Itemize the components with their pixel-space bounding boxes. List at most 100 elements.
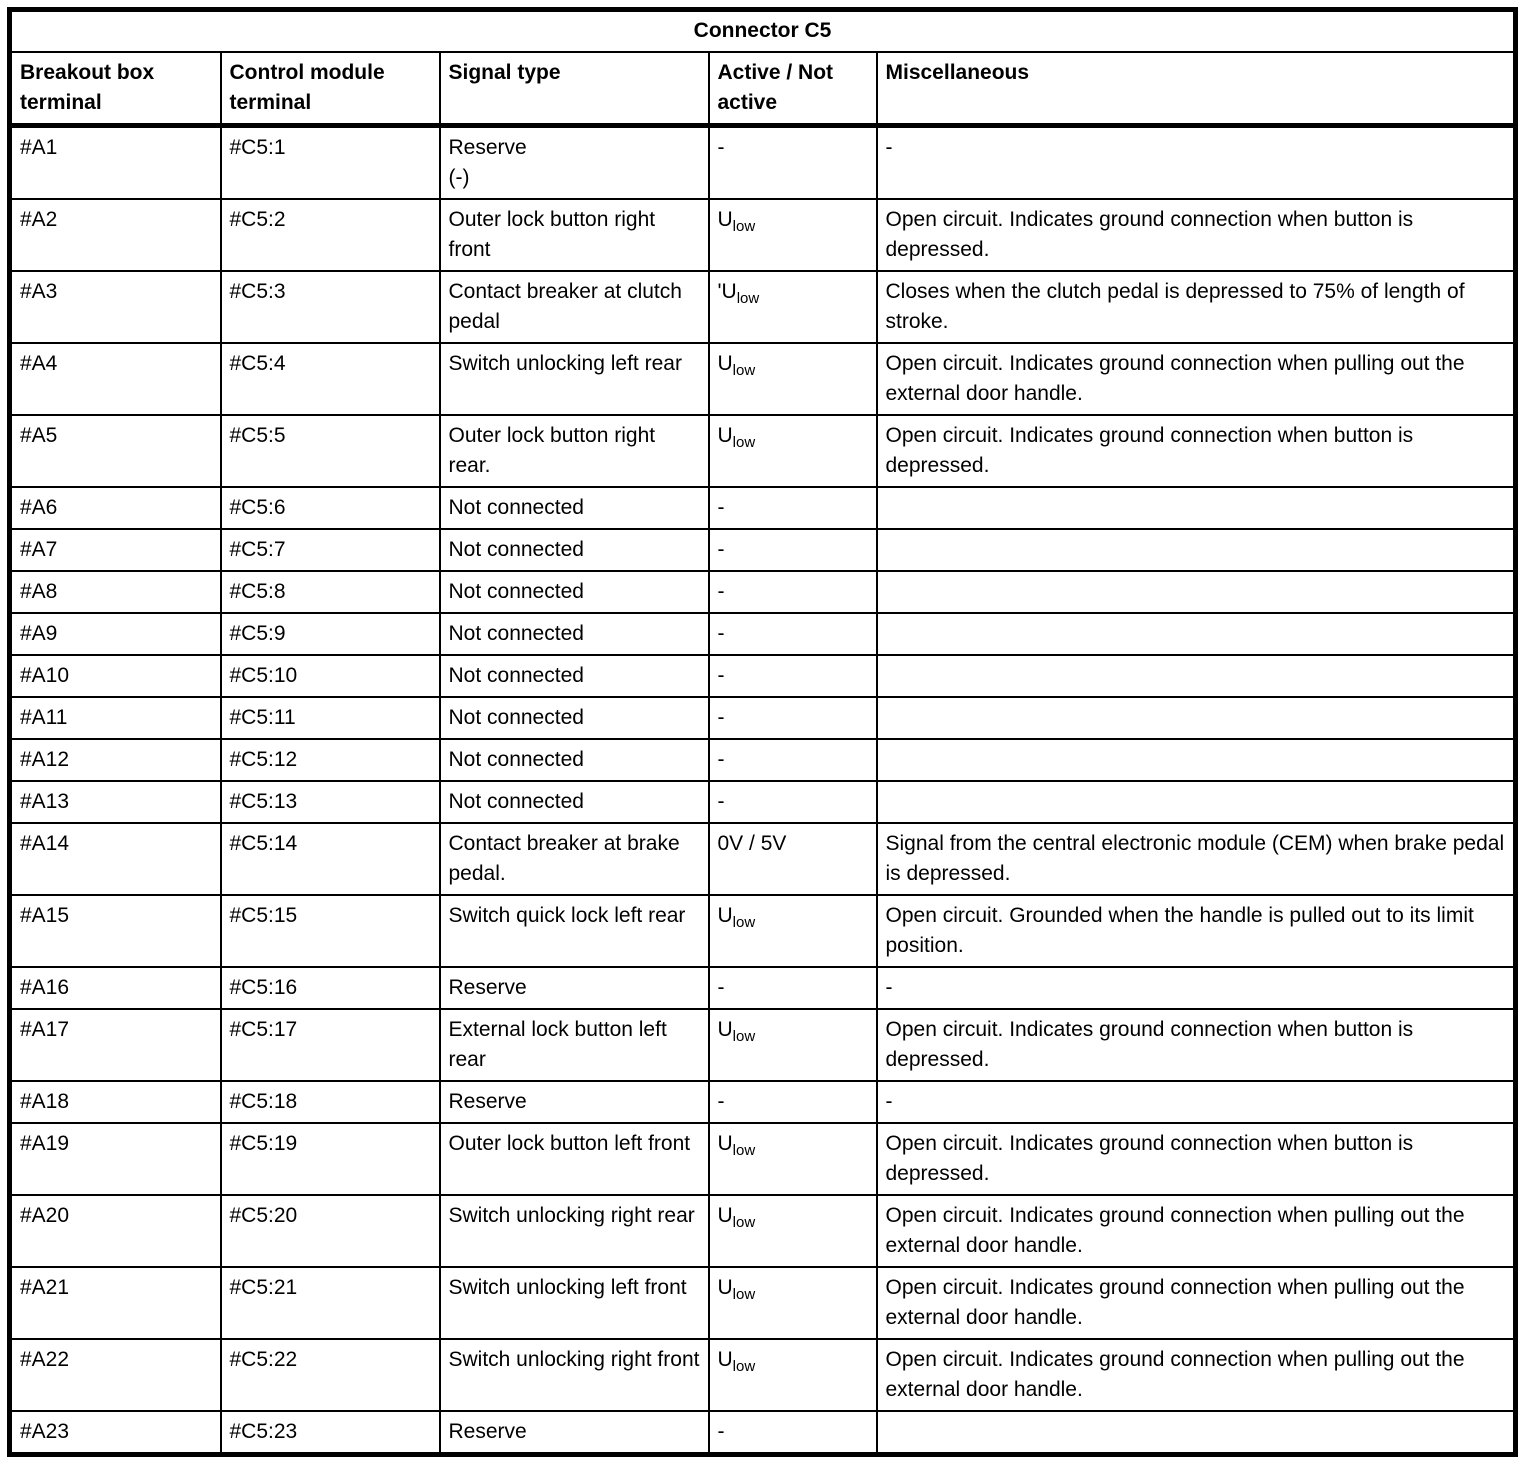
column-header-miscellaneous: Miscellaneous	[875, 50, 1517, 128]
table-row: #A20 #C5:20 Switch unlocking right rear …	[8, 1193, 1517, 1268]
cell-module-terminal: #C5:22	[219, 1337, 441, 1412]
active-subscript: low	[732, 1213, 756, 1231]
cell-miscellaneous: -	[875, 124, 1517, 200]
cell-module-terminal: #C5:20	[219, 1193, 441, 1268]
cell-breakout-terminal: #A3	[8, 269, 222, 344]
active-value: U	[717, 207, 733, 231]
table-row: #A12 #C5:12 Not connected -	[8, 737, 1517, 782]
cell-signal-type: Not connected	[438, 527, 710, 572]
cell-breakout-terminal: #A4	[8, 341, 222, 416]
cell-miscellaneous: Open circuit. Grounded when the handle i…	[875, 893, 1517, 968]
cell-active-state: -	[707, 124, 878, 200]
cell-breakout-terminal: #A10	[8, 653, 222, 698]
cell-breakout-terminal: #A15	[8, 893, 222, 968]
cell-breakout-terminal: #A14	[8, 821, 222, 896]
cell-miscellaneous	[875, 1409, 1517, 1455]
cell-signal-type: Outer lock button right rear.	[438, 413, 710, 488]
cell-breakout-terminal: #A20	[8, 1193, 222, 1268]
cell-breakout-terminal: #A9	[8, 611, 222, 656]
table-row: #A5 #C5:5 Outer lock button right rear. …	[8, 413, 1517, 488]
column-header-signal-type: Signal type	[438, 50, 710, 128]
cell-breakout-terminal: #A8	[8, 569, 222, 614]
active-value: -	[717, 135, 725, 159]
cell-signal-type: Reserve (-)	[438, 124, 710, 200]
cell-module-terminal: #C5:8	[219, 569, 441, 614]
cell-module-terminal: #C5:16	[219, 965, 441, 1010]
cell-signal-type: Outer lock button right front	[438, 197, 710, 272]
active-subscript: low	[736, 289, 760, 307]
cell-module-terminal: #C5:13	[219, 779, 441, 824]
active-subscript: low	[732, 1141, 756, 1159]
active-value: U	[717, 1347, 733, 1371]
cell-active-state: -	[707, 485, 878, 530]
cell-active-state: -	[707, 695, 878, 740]
cell-module-terminal: #C5:12	[219, 737, 441, 782]
cell-active-state: 0V / 5V	[707, 821, 878, 896]
table-row: #A22 #C5:22 Switch unlocking right front…	[8, 1337, 1517, 1412]
cell-miscellaneous	[875, 779, 1517, 824]
cell-miscellaneous	[875, 695, 1517, 740]
table-row: #A16 #C5:16 Reserve - -	[8, 965, 1517, 1010]
active-value: U	[717, 1017, 733, 1041]
table-row: #A19 #C5:19 Outer lock button left front…	[8, 1121, 1517, 1196]
cell-signal-type: Not connected	[438, 695, 710, 740]
active-value: -	[717, 1089, 725, 1113]
cell-miscellaneous: Closes when the clutch pedal is depresse…	[875, 269, 1517, 344]
cell-breakout-terminal: #A22	[8, 1337, 222, 1412]
cell-miscellaneous: -	[875, 1079, 1517, 1124]
table-row: #A11 #C5:11 Not connected -	[8, 695, 1517, 740]
cell-signal-type: Switch quick lock left rear	[438, 893, 710, 968]
active-value: U	[717, 1203, 733, 1227]
active-value: -	[717, 975, 725, 999]
table-title-row: Connector C5	[8, 8, 1517, 53]
table-title: Connector C5	[8, 8, 1517, 53]
cell-active-state: -	[707, 737, 878, 782]
active-value: U	[717, 351, 733, 375]
cell-module-terminal: #C5:11	[219, 695, 441, 740]
cell-active-state: -	[707, 653, 878, 698]
table-row: #A23 #C5:23 Reserve -	[8, 1409, 1517, 1455]
cell-active-state: Ulow	[707, 413, 878, 488]
table-row: #A4 #C5:4 Switch unlocking left rear Ulo…	[8, 341, 1517, 416]
active-value: 0V / 5V	[717, 831, 787, 855]
cell-module-terminal: #C5:14	[219, 821, 441, 896]
cell-module-terminal: #C5:9	[219, 611, 441, 656]
column-header-control-module-terminal: Control module terminal	[219, 50, 441, 128]
table-row: #A9 #C5:9 Not connected -	[8, 611, 1517, 656]
cell-active-state: -	[707, 1079, 878, 1124]
cell-signal-type: Switch unlocking left rear	[438, 341, 710, 416]
cell-module-terminal: #C5:1	[219, 124, 441, 200]
active-subscript: low	[732, 1285, 756, 1303]
cell-miscellaneous: Open circuit. Indicates ground connectio…	[875, 1337, 1517, 1412]
active-subscript: low	[732, 913, 756, 931]
cell-active-state: Ulow	[707, 1121, 878, 1196]
active-subscript: low	[732, 1357, 756, 1375]
table-row: #A10 #C5:10 Not connected -	[8, 653, 1517, 698]
table-row: #A7 #C5:7 Not connected -	[8, 527, 1517, 572]
active-subscript: low	[732, 433, 756, 451]
active-value: -	[717, 537, 725, 561]
cell-miscellaneous: Open circuit. Indicates ground connectio…	[875, 341, 1517, 416]
cell-breakout-terminal: #A2	[8, 197, 222, 272]
cell-signal-type: Reserve	[438, 1409, 710, 1455]
cell-miscellaneous	[875, 737, 1517, 782]
cell-miscellaneous: Open circuit. Indicates ground connectio…	[875, 413, 1517, 488]
cell-miscellaneous	[875, 485, 1517, 530]
active-value: -	[717, 579, 725, 603]
cell-active-state: -	[707, 779, 878, 824]
cell-signal-type: Outer lock button left front	[438, 1121, 710, 1196]
table-row: #A3 #C5:3 Contact breaker at clutch peda…	[8, 269, 1517, 344]
table-row: #A15 #C5:15 Switch quick lock left rear …	[8, 893, 1517, 968]
cell-active-state: Ulow	[707, 1193, 878, 1268]
cell-miscellaneous	[875, 653, 1517, 698]
cell-active-state: -	[707, 569, 878, 614]
cell-miscellaneous	[875, 569, 1517, 614]
cell-module-terminal: #C5:21	[219, 1265, 441, 1340]
table-row: #A14 #C5:14 Contact breaker at brake ped…	[8, 821, 1517, 896]
cell-miscellaneous	[875, 611, 1517, 656]
cell-signal-type: Contact breaker at brake pedal.	[438, 821, 710, 896]
cell-signal-type: Reserve	[438, 1079, 710, 1124]
table-row: #A8 #C5:8 Not connected -	[8, 569, 1517, 614]
column-header-breakout-box-terminal: Breakout box terminal	[8, 50, 222, 128]
active-value: -	[717, 663, 725, 687]
